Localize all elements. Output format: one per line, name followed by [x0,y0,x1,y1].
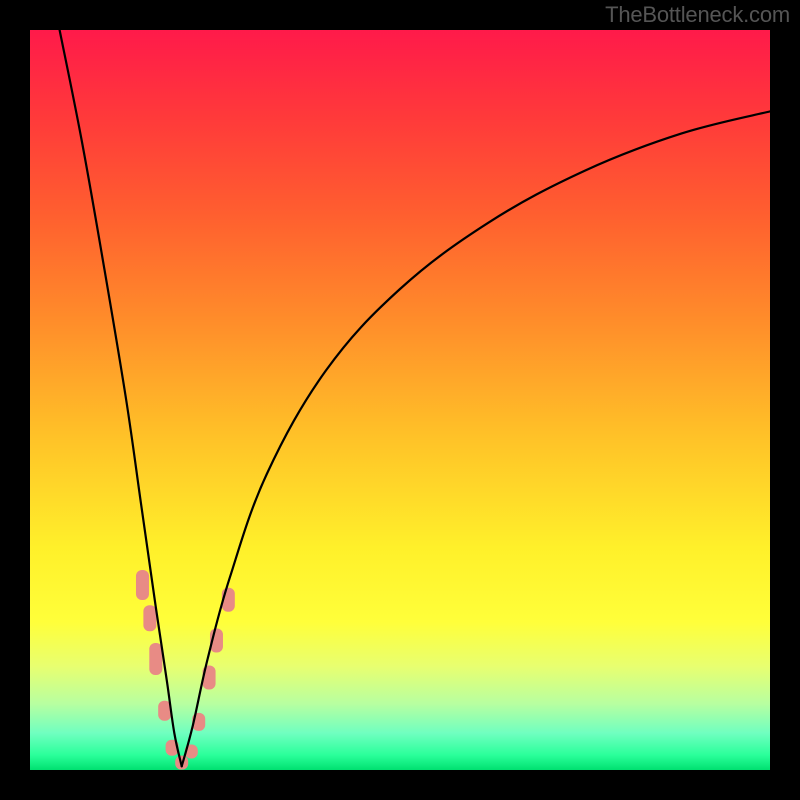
chart-container: TheBottleneck.com [0,0,800,800]
bottleneck-curve-chart [30,30,770,770]
curve-right-branch [182,111,770,766]
curve-markers [136,570,235,770]
curve-marker [149,643,162,675]
watermark-text: TheBottleneck.com [605,2,790,28]
curve-left-branch [60,30,182,766]
curve-marker [136,570,149,600]
curve-marker [143,605,156,631]
